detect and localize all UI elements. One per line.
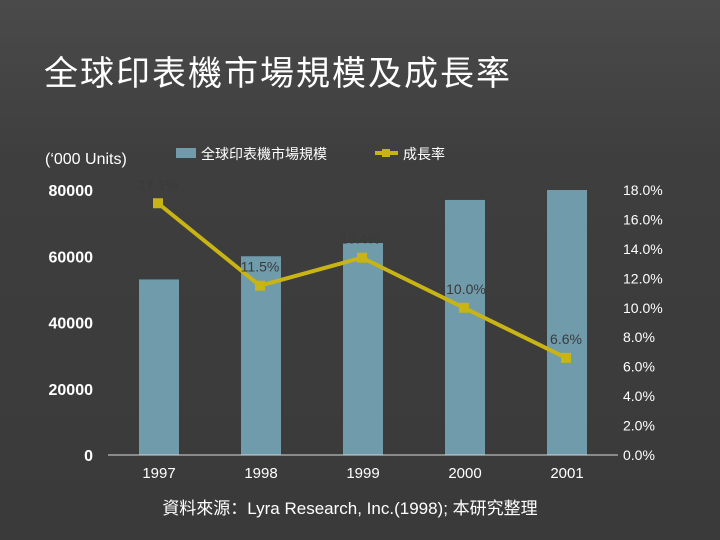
x-tick-label: 1997 <box>142 465 175 482</box>
y-right-tick: 4.0% <box>623 388 655 404</box>
bar-2000 <box>445 199 485 455</box>
y-right-tick: 8.0% <box>623 329 655 345</box>
y-right-tick: 16.0% <box>623 211 663 227</box>
y-right-tick: 10.0% <box>623 300 663 316</box>
growth-label-2001: 6.6% <box>550 331 582 347</box>
x-tick-label: 2000 <box>448 465 481 482</box>
y-left-tick: 20000 <box>49 382 94 399</box>
growth-label-2000: 10.0% <box>446 281 486 297</box>
legend-marker-growth <box>382 149 390 157</box>
source-note: 資料來源：Lyra Research, Inc.(1998); 本研究整理 <box>162 499 538 518</box>
bar-2001 <box>547 190 587 455</box>
growth-label-1997: 17.1% <box>138 176 178 192</box>
units-note: (‘000 Units) <box>45 151 127 168</box>
y-left-tick: 40000 <box>49 316 94 333</box>
y-left-tick: 80000 <box>49 183 94 200</box>
y-right-tick: 0.0% <box>623 447 655 463</box>
growth-marker-2000 <box>459 302 469 313</box>
bar-1997 <box>139 279 179 455</box>
legend-swatch-bars <box>176 148 196 158</box>
x-tick-label: 1999 <box>346 465 379 482</box>
x-tick-label: 2001 <box>550 465 583 482</box>
y-right-tick: 2.0% <box>623 418 655 434</box>
bar-1999 <box>343 243 383 455</box>
legend-label-bars: 全球印表機市場規模 <box>201 146 327 162</box>
growth-marker-2001 <box>561 352 571 363</box>
growth-marker-1999 <box>357 252 367 263</box>
y-left-tick: 0 <box>84 448 93 465</box>
y-right-tick: 12.0% <box>623 270 663 286</box>
y-right-tick: 18.0% <box>623 182 663 198</box>
y-right-tick: 6.0% <box>623 359 655 375</box>
growth-marker-1997 <box>153 198 163 209</box>
x-tick-label: 1998 <box>244 465 277 482</box>
slide-title: 全球印表機市場規模及成長率 <box>44 54 512 94</box>
legend-label-growth: 成長率 <box>403 146 445 162</box>
growth-label-1998: 11.5% <box>241 259 280 275</box>
growth-label-1999: 13.4% <box>340 231 380 247</box>
y-left-tick: 60000 <box>49 249 94 266</box>
y-right-tick: 14.0% <box>623 241 663 257</box>
growth-marker-1998 <box>255 280 265 291</box>
